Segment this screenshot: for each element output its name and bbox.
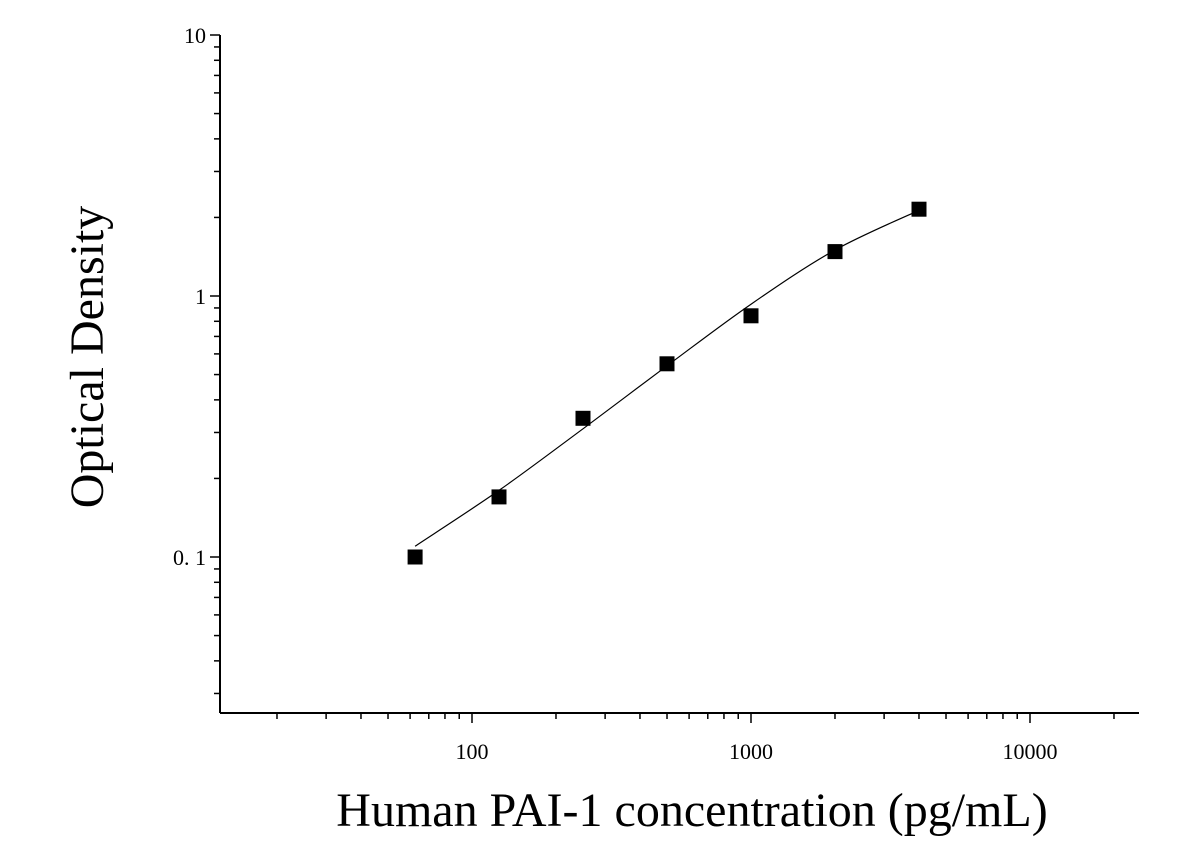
tick-labels: 0. 1 1 10 100 1000 10000 <box>173 23 1058 764</box>
data-point <box>575 410 591 426</box>
y-axis-title: Optical Density <box>61 206 114 509</box>
fit-curve <box>414 209 920 547</box>
data-point <box>659 356 675 372</box>
data-point <box>911 201 927 217</box>
data-point <box>491 489 507 505</box>
y-tick-label: 10 <box>184 23 206 48</box>
y-tick-label: 1 <box>195 284 206 309</box>
data-point <box>407 549 423 565</box>
x-tick-label: 100 <box>456 739 489 764</box>
data-points <box>407 201 927 565</box>
x-tick-label: 1000 <box>729 739 773 764</box>
x-tick-label: 10000 <box>1003 739 1058 764</box>
fit-curve-layer <box>414 209 920 547</box>
axes <box>210 34 1139 723</box>
data-point <box>827 244 843 260</box>
y-tick-label: 0. 1 <box>173 545 206 570</box>
x-axis-title: Human PAI-1 concentration (pg/mL) <box>336 784 1047 837</box>
data-point <box>743 308 759 324</box>
